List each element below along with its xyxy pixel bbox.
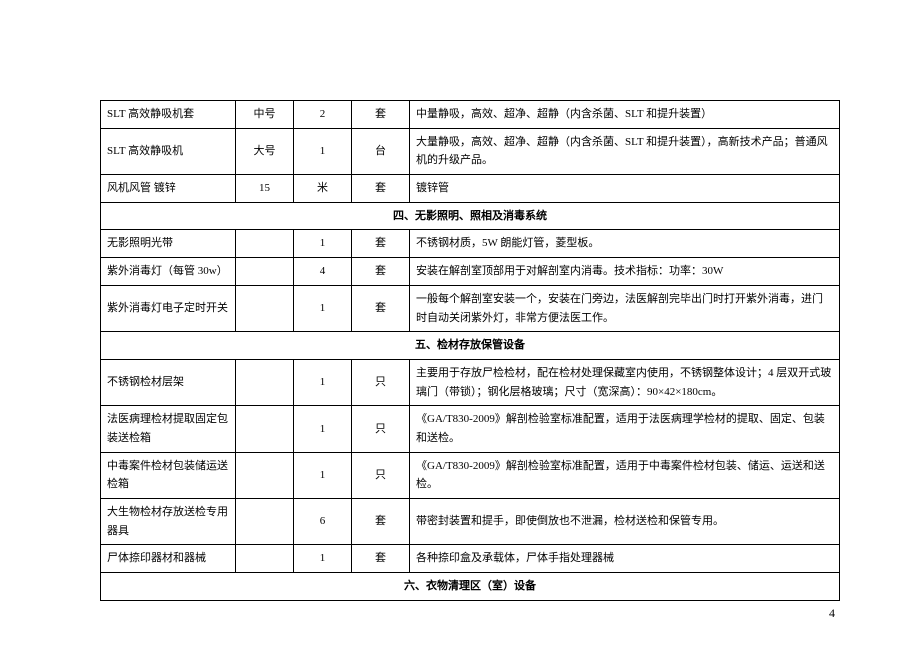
cell-spec [236,452,294,498]
cell-name: SLT 高效静吸机套 [101,101,236,129]
cell-qty: 4 [294,258,352,286]
cell-name: 大生物检材存放送检专用器具 [101,499,236,545]
table-row: SLT 高效静吸机大号1台大量静吸，高效、超净、超静（内含杀菌、SLT 和提升装… [101,128,840,174]
cell-desc: 镀锌管 [410,175,840,203]
cell-qty: 1 [294,230,352,258]
cell-unit: 套 [352,230,410,258]
cell-name: 尸体捺印器材和器械 [101,545,236,573]
cell-name: 不锈钢检材层架 [101,359,236,405]
cell-qty: 1 [294,452,352,498]
section-row: 五、检材存放保管设备 [101,332,840,360]
cell-spec [236,359,294,405]
cell-desc: 中量静吸，高效、超净、超静（内含杀菌、SLT 和提升装置） [410,101,840,129]
cell-desc: 安装在解剖室顶部用于对解剖室内消毒。技术指标：功率：30W [410,258,840,286]
table-row: 大生物检材存放送检专用器具 6套带密封装置和提手，即使倒放也不泄漏，检材送检和保管… [101,499,840,545]
cell-name: 中毒案件检材包装储运送检箱 [101,452,236,498]
cell-qty: 1 [294,545,352,573]
cell-desc: 《GA/T830-2009》解剖检验室标准配置，适用于法医病理学检材的提取、固定… [410,406,840,452]
cell-qty: 6 [294,499,352,545]
section-header: 五、检材存放保管设备 [101,332,840,360]
cell-spec [236,545,294,573]
cell-unit: 只 [352,406,410,452]
cell-unit: 套 [352,258,410,286]
cell-unit: 套 [352,545,410,573]
cell-desc: 《GA/T830-2009》解剖检验室标准配置，适用于中毒案件检材包装、储运、运… [410,452,840,498]
section-row: 四、无影照明、照相及消毒系统 [101,202,840,230]
cell-spec [236,285,294,331]
section-header: 六、衣物清理区（室）设备 [101,573,840,601]
table-row: 不锈钢检材层架 1只主要用于存放尸检检材，配在检材处理保藏室内使用，不锈钢整体设计… [101,359,840,405]
cell-name: 紫外消毒灯电子定时开关 [101,285,236,331]
section-header: 四、无影照明、照相及消毒系统 [101,202,840,230]
cell-qty: 1 [294,359,352,405]
table-row: 中毒案件检材包装储运送检箱 1只《GA/T830-2009》解剖检验室标准配置，适… [101,452,840,498]
cell-desc: 带密封装置和提手，即使倒放也不泄漏，检材送检和保管专用。 [410,499,840,545]
cell-unit: 套 [352,499,410,545]
cell-unit: 套 [352,175,410,203]
cell-unit: 台 [352,128,410,174]
cell-unit: 套 [352,285,410,331]
cell-name: 风机风管 镀锌 [101,175,236,203]
cell-name: 法医病理检材提取固定包装送检箱 [101,406,236,452]
cell-name: 无影照明光带 [101,230,236,258]
cell-unit: 只 [352,359,410,405]
cell-spec [236,230,294,258]
table-row: 无影照明光带 1套不锈钢材质，5W 朗能灯管，菱型板。 [101,230,840,258]
cell-desc: 各种捺印盒及承载体，尸体手指处理器械 [410,545,840,573]
table-row: 风机风管 镀锌15米套镀锌管 [101,175,840,203]
cell-spec: 大号 [236,128,294,174]
equipment-table: SLT 高效静吸机套中号2套中量静吸，高效、超净、超静（内含杀菌、SLT 和提升… [100,100,840,601]
cell-desc: 主要用于存放尸检检材，配在检材处理保藏室内使用，不锈钢整体设计；4 层双开式玻璃… [410,359,840,405]
table-row: 紫外消毒灯电子定时开关 1套一般每个解剖室安装一个，安装在门旁边，法医解剖完毕出门… [101,285,840,331]
cell-unit: 套 [352,101,410,129]
cell-desc: 不锈钢材质，5W 朗能灯管，菱型板。 [410,230,840,258]
cell-spec [236,406,294,452]
table-row: SLT 高效静吸机套中号2套中量静吸，高效、超净、超静（内含杀菌、SLT 和提升… [101,101,840,129]
table-row: 紫外消毒灯（每管 30w） 4套安装在解剖室顶部用于对解剖室内消毒。技术指标：功率… [101,258,840,286]
cell-spec [236,499,294,545]
cell-qty: 1 [294,406,352,452]
cell-name: 紫外消毒灯（每管 30w） [101,258,236,286]
cell-qty: 1 [294,285,352,331]
section-row: 六、衣物清理区（室）设备 [101,573,840,601]
cell-desc: 大量静吸，高效、超净、超静（内含杀菌、SLT 和提升装置），高新技术产品；普通风… [410,128,840,174]
cell-qty: 2 [294,101,352,129]
cell-qty: 1 [294,128,352,174]
cell-unit: 只 [352,452,410,498]
cell-desc: 一般每个解剖室安装一个，安装在门旁边，法医解剖完毕出门时打开紫外消毒，进门时自动… [410,285,840,331]
cell-spec: 中号 [236,101,294,129]
page-number: 4 [829,606,835,621]
cell-qty: 米 [294,175,352,203]
cell-name: SLT 高效静吸机 [101,128,236,174]
cell-spec [236,258,294,286]
cell-spec: 15 [236,175,294,203]
table-row: 法医病理检材提取固定包装送检箱 1只《GA/T830-2009》解剖检验室标准配置… [101,406,840,452]
table-row: 尸体捺印器材和器械 1套各种捺印盒及承载体，尸体手指处理器械 [101,545,840,573]
